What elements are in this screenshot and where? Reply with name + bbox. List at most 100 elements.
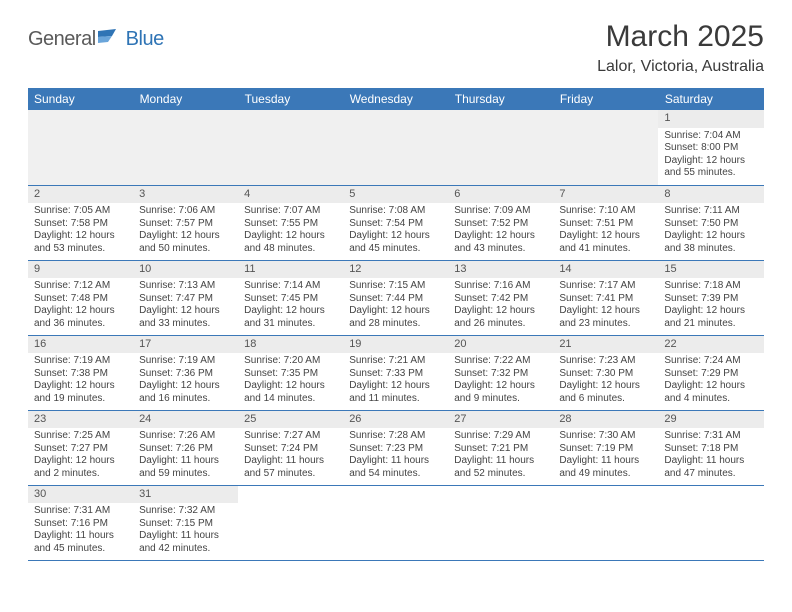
sunset-text: Sunset: 7:38 PM <box>34 368 127 381</box>
sunset-text: Sunset: 7:32 PM <box>454 368 547 381</box>
daylight-text: Daylight: 11 hours and 45 minutes. <box>34 530 127 555</box>
sunrise-text: Sunrise: 7:07 AM <box>244 205 337 218</box>
sunrise-text: Sunrise: 7:22 AM <box>454 355 547 368</box>
sunrise-text: Sunrise: 7:15 AM <box>349 280 442 293</box>
calendar-cell <box>133 110 238 185</box>
day-number: 31 <box>133 486 238 504</box>
day-number: 14 <box>553 261 658 279</box>
weekday-header: Monday <box>133 88 238 110</box>
sunset-text: Sunset: 7:16 PM <box>34 518 127 531</box>
daylight-text: Daylight: 12 hours and 31 minutes. <box>244 305 337 330</box>
day-body: Sunrise: 7:17 AMSunset: 7:41 PMDaylight:… <box>553 278 658 334</box>
day-body: Sunrise: 7:31 AMSunset: 7:18 PMDaylight:… <box>658 428 763 484</box>
calendar-week-row: 30Sunrise: 7:31 AMSunset: 7:16 PMDayligh… <box>28 485 764 560</box>
daylight-text: Daylight: 11 hours and 49 minutes. <box>559 455 652 480</box>
sunrise-text: Sunrise: 7:32 AM <box>139 505 232 518</box>
calendar-cell <box>343 110 448 185</box>
sunset-text: Sunset: 7:39 PM <box>664 293 757 306</box>
sunset-text: Sunset: 7:55 PM <box>244 218 337 231</box>
calendar-cell: 5Sunrise: 7:08 AMSunset: 7:54 PMDaylight… <box>343 185 448 260</box>
daylight-text: Daylight: 12 hours and 2 minutes. <box>34 455 127 480</box>
day-body: Sunrise: 7:04 AMSunset: 8:00 PMDaylight:… <box>658 128 763 184</box>
calendar-cell: 10Sunrise: 7:13 AMSunset: 7:47 PMDayligh… <box>133 260 238 335</box>
daylight-text: Daylight: 12 hours and 28 minutes. <box>349 305 442 330</box>
calendar-cell: 11Sunrise: 7:14 AMSunset: 7:45 PMDayligh… <box>238 260 343 335</box>
day-body: Sunrise: 7:08 AMSunset: 7:54 PMDaylight:… <box>343 203 448 259</box>
sunset-text: Sunset: 7:35 PM <box>244 368 337 381</box>
calendar-cell <box>553 485 658 560</box>
day-body: Sunrise: 7:23 AMSunset: 7:30 PMDaylight:… <box>553 353 658 409</box>
sunset-text: Sunset: 7:24 PM <box>244 443 337 456</box>
day-number: 16 <box>28 336 133 354</box>
daylight-text: Daylight: 11 hours and 52 minutes. <box>454 455 547 480</box>
calendar-cell: 7Sunrise: 7:10 AMSunset: 7:51 PMDaylight… <box>553 185 658 260</box>
daylight-text: Daylight: 11 hours and 42 minutes. <box>139 530 232 555</box>
sunrise-text: Sunrise: 7:14 AM <box>244 280 337 293</box>
sunrise-text: Sunrise: 7:12 AM <box>34 280 127 293</box>
calendar-week-row: 2Sunrise: 7:05 AMSunset: 7:58 PMDaylight… <box>28 185 764 260</box>
daylight-text: Daylight: 12 hours and 11 minutes. <box>349 380 442 405</box>
day-body: Sunrise: 7:26 AMSunset: 7:26 PMDaylight:… <box>133 428 238 484</box>
day-number: 13 <box>448 261 553 279</box>
sunset-text: Sunset: 7:33 PM <box>349 368 442 381</box>
calendar-week-row: 16Sunrise: 7:19 AMSunset: 7:38 PMDayligh… <box>28 335 764 410</box>
calendar-cell: 17Sunrise: 7:19 AMSunset: 7:36 PMDayligh… <box>133 335 238 410</box>
sunrise-text: Sunrise: 7:17 AM <box>559 280 652 293</box>
daylight-text: Daylight: 12 hours and 53 minutes. <box>34 230 127 255</box>
daylight-text: Daylight: 12 hours and 33 minutes. <box>139 305 232 330</box>
day-body: Sunrise: 7:25 AMSunset: 7:27 PMDaylight:… <box>28 428 133 484</box>
day-number: 24 <box>133 411 238 429</box>
sunset-text: Sunset: 7:52 PM <box>454 218 547 231</box>
day-body: Sunrise: 7:12 AMSunset: 7:48 PMDaylight:… <box>28 278 133 334</box>
day-number: 26 <box>343 411 448 429</box>
weekday-header: Wednesday <box>343 88 448 110</box>
calendar-cell: 6Sunrise: 7:09 AMSunset: 7:52 PMDaylight… <box>448 185 553 260</box>
sunset-text: Sunset: 7:57 PM <box>139 218 232 231</box>
day-body: Sunrise: 7:22 AMSunset: 7:32 PMDaylight:… <box>448 353 553 409</box>
calendar-cell: 1Sunrise: 7:04 AMSunset: 8:00 PMDaylight… <box>658 110 763 185</box>
day-number: 7 <box>553 186 658 204</box>
calendar-cell: 19Sunrise: 7:21 AMSunset: 7:33 PMDayligh… <box>343 335 448 410</box>
calendar-cell: 29Sunrise: 7:31 AMSunset: 7:18 PMDayligh… <box>658 410 763 485</box>
sunset-text: Sunset: 7:18 PM <box>664 443 757 456</box>
day-body: Sunrise: 7:27 AMSunset: 7:24 PMDaylight:… <box>238 428 343 484</box>
calendar-cell <box>238 110 343 185</box>
calendar-cell: 8Sunrise: 7:11 AMSunset: 7:50 PMDaylight… <box>658 185 763 260</box>
day-body: Sunrise: 7:24 AMSunset: 7:29 PMDaylight:… <box>658 353 763 409</box>
calendar-cell: 13Sunrise: 7:16 AMSunset: 7:42 PMDayligh… <box>448 260 553 335</box>
day-body: Sunrise: 7:20 AMSunset: 7:35 PMDaylight:… <box>238 353 343 409</box>
calendar-cell: 30Sunrise: 7:31 AMSunset: 7:16 PMDayligh… <box>28 485 133 560</box>
daylight-text: Daylight: 12 hours and 23 minutes. <box>559 305 652 330</box>
logo-text-blue: Blue <box>126 28 164 51</box>
calendar-cell: 15Sunrise: 7:18 AMSunset: 7:39 PMDayligh… <box>658 260 763 335</box>
sunset-text: Sunset: 7:48 PM <box>34 293 127 306</box>
daylight-text: Daylight: 12 hours and 38 minutes. <box>664 230 757 255</box>
sunset-text: Sunset: 7:30 PM <box>559 368 652 381</box>
calendar-week-row: 1Sunrise: 7:04 AMSunset: 8:00 PMDaylight… <box>28 110 764 185</box>
day-body: Sunrise: 7:15 AMSunset: 7:44 PMDaylight:… <box>343 278 448 334</box>
sunrise-text: Sunrise: 7:19 AM <box>139 355 232 368</box>
sunrise-text: Sunrise: 7:26 AM <box>139 430 232 443</box>
daylight-text: Daylight: 12 hours and 26 minutes. <box>454 305 547 330</box>
day-number: 28 <box>553 411 658 429</box>
day-body: Sunrise: 7:11 AMSunset: 7:50 PMDaylight:… <box>658 203 763 259</box>
calendar-cell: 31Sunrise: 7:32 AMSunset: 7:15 PMDayligh… <box>133 485 238 560</box>
location: Lalor, Victoria, Australia <box>597 58 764 76</box>
day-number: 15 <box>658 261 763 279</box>
day-number: 25 <box>238 411 343 429</box>
day-number: 21 <box>553 336 658 354</box>
sunrise-text: Sunrise: 7:24 AM <box>664 355 757 368</box>
day-body: Sunrise: 7:10 AMSunset: 7:51 PMDaylight:… <box>553 203 658 259</box>
calendar-cell <box>448 485 553 560</box>
calendar-cell: 16Sunrise: 7:19 AMSunset: 7:38 PMDayligh… <box>28 335 133 410</box>
day-number: 11 <box>238 261 343 279</box>
calendar-cell: 12Sunrise: 7:15 AMSunset: 7:44 PMDayligh… <box>343 260 448 335</box>
weekday-header: Friday <box>553 88 658 110</box>
day-body: Sunrise: 7:19 AMSunset: 7:38 PMDaylight:… <box>28 353 133 409</box>
daylight-text: Daylight: 12 hours and 41 minutes. <box>559 230 652 255</box>
day-number: 30 <box>28 486 133 504</box>
day-body: Sunrise: 7:16 AMSunset: 7:42 PMDaylight:… <box>448 278 553 334</box>
day-number: 22 <box>658 336 763 354</box>
daylight-text: Daylight: 12 hours and 16 minutes. <box>139 380 232 405</box>
day-body: Sunrise: 7:09 AMSunset: 7:52 PMDaylight:… <box>448 203 553 259</box>
